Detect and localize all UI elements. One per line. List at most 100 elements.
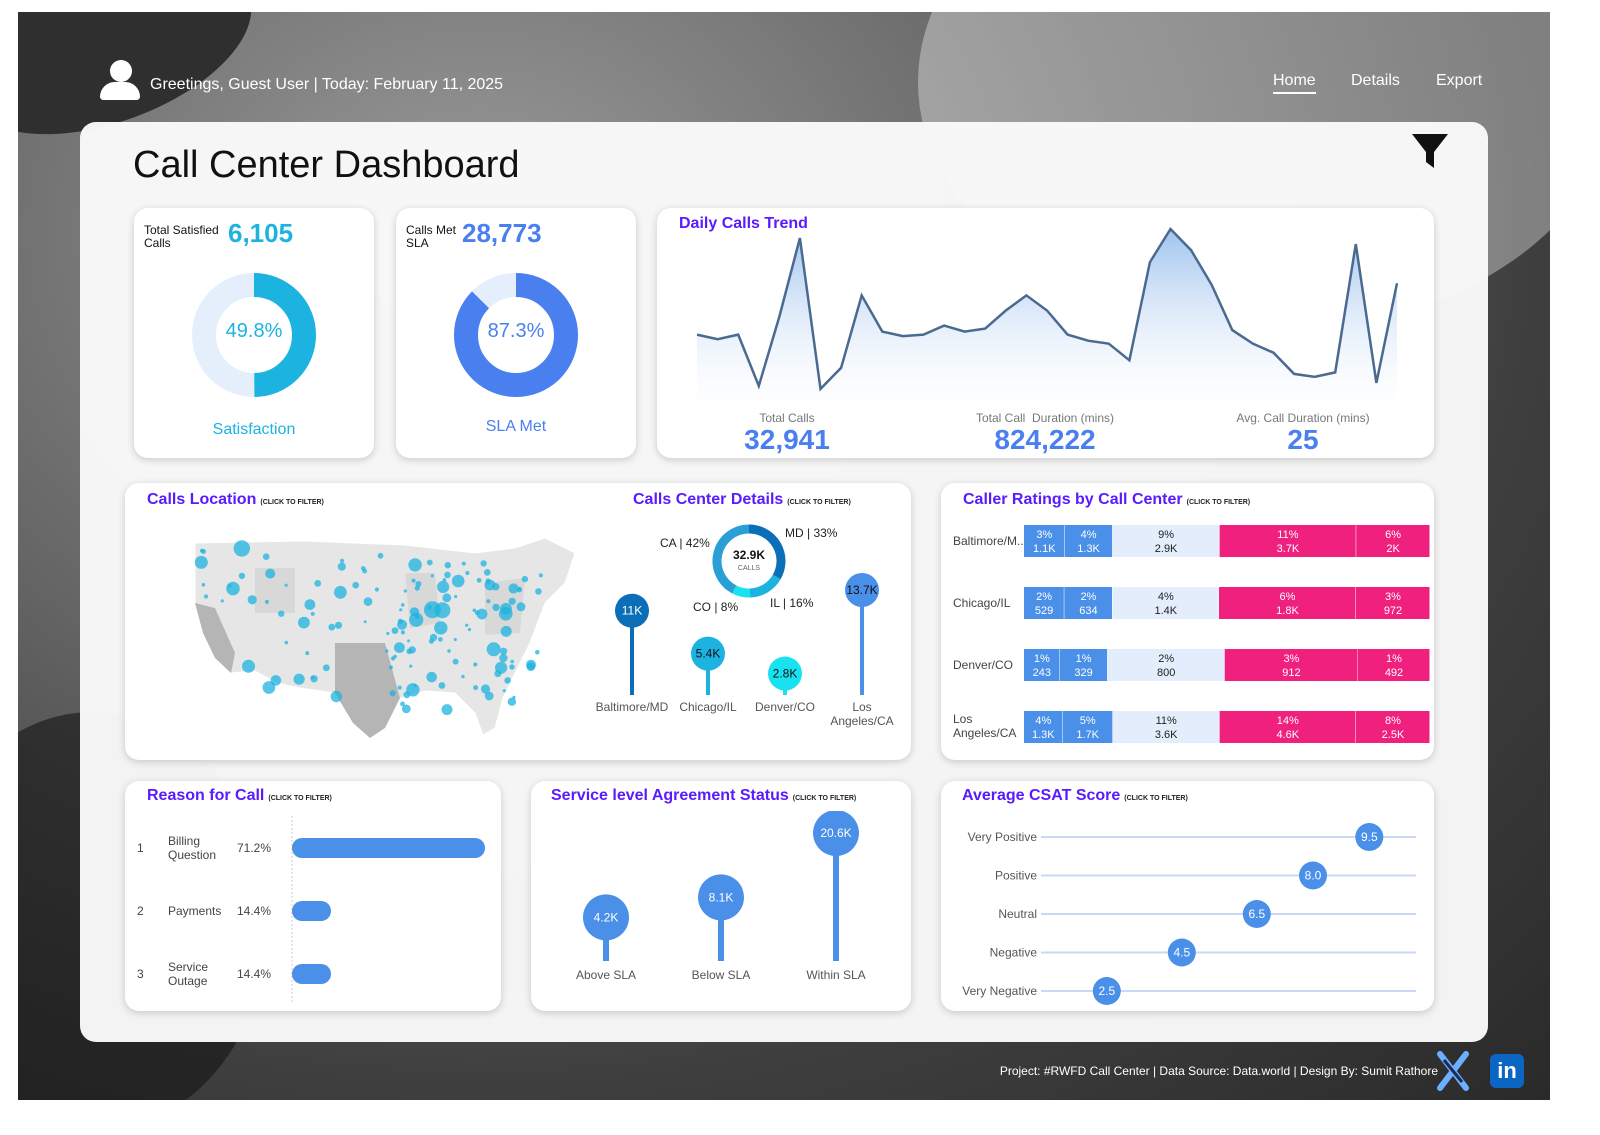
map-dot [334,585,347,599]
page-title: Call Center Dashboard [133,144,520,186]
reason-card[interactable]: Reason for Call (CLICK TO FILTER) 1 Billin… [125,781,501,1011]
map-dot [500,602,512,615]
reason-name: Outage [168,974,208,988]
sla-status-chart[interactable]: 4.2K Above SLA 8.1K Below SLA 20.6K Within SL… [531,811,911,1006]
ratings-card[interactable]: Caller Ratings by Call Center (CLICK TO F… [941,483,1434,760]
map-dot [467,627,472,632]
map-dot [504,677,511,684]
lollipop-label: Chicago/IL [679,700,737,714]
map-dot [363,620,367,624]
map-dot [201,583,206,587]
trend-area [697,229,1397,418]
rating-count: 2K [1386,543,1400,555]
rating-count: 1.7K [1076,729,1099,741]
csat-label: Very Positive [968,830,1038,844]
map-dot [247,595,257,605]
map-dot [535,650,540,655]
rating-segment [1112,525,1220,557]
daily-trend-card[interactable]: Daily Calls Trend Total Calls 32,941 Tot… [657,208,1434,458]
map-state-region [255,568,295,613]
map-dot [411,578,416,583]
map-dot [407,639,411,643]
rating-count: 3.7K [1277,543,1300,555]
map-dot [438,682,446,689]
us-map[interactable] [185,523,585,743]
donut-sub: CALLS [738,565,761,572]
dashboard-panel: Call Center Dashboard Total Satisfied Ca… [80,122,1488,1042]
rating-segment [1024,649,1059,681]
map-dot [437,580,450,593]
rating-pct: 11% [1156,715,1177,727]
map-dot [391,627,399,634]
map-dot [454,594,458,599]
rating-pct: 11% [1277,529,1298,541]
rating-segment [1356,525,1430,557]
linkedin-icon[interactable]: in [1490,1054,1524,1088]
sla-head [698,874,744,921]
map-dot [465,623,469,627]
csat-card[interactable]: Average CSAT Score (CLICK TO FILTER) Very… [941,781,1434,1011]
map-dot [415,615,420,619]
lollipop-label: Denver/CO [755,700,815,714]
map-dot [538,573,543,578]
sla-value: 20.6K [820,826,851,840]
map-dot [461,674,465,679]
map-dot [415,581,422,587]
map-dot [483,569,491,576]
filter-icon[interactable] [1410,130,1450,170]
map-dot [508,597,516,605]
lollipop-value: 11K [622,604,642,618]
map-dot [442,578,447,582]
sla-donut [454,273,578,397]
donut-slice-il [749,574,781,598]
sla-name: Above SLA [576,968,636,982]
map-dot [453,637,457,642]
csat-value: 9.5 [1361,830,1378,844]
rating-segment [1024,587,1064,619]
map-dot [377,552,384,559]
satisfaction-card[interactable]: Total Satisfied Calls 6,105 49.8% Satisf… [134,208,374,458]
map-dot [201,549,206,554]
map-dot [322,664,330,672]
csat-chart[interactable]: Very Positive 9.5 Positive 8.0 Neutral 6.5 Neg… [941,811,1434,1006]
centers-chart[interactable]: 32.9K CALLS CA | 42% MD | 33% IL | 16% C… [595,515,905,755]
map-dot [447,649,451,653]
sla-name: Within SLA [806,968,865,982]
lollipop-value: 13.7K [846,583,877,597]
sla-status-card[interactable]: Service level Agreement Status (CLICK TO … [531,781,911,1011]
map-dot [399,608,403,612]
map-dot [284,640,289,645]
map-state-ca [195,603,235,673]
map-dot [409,607,420,617]
rating-count: 1.3K [1077,543,1100,555]
rating-segment [1355,711,1430,743]
nav-details[interactable]: Details [1351,72,1400,89]
reason-rank: 3 [137,967,144,981]
map-dot [226,581,240,596]
sla-card[interactable]: Calls Met SLA 28,773 87.3% SLA Met [396,208,636,458]
nav-export[interactable]: Export [1436,72,1483,89]
rating-count: 4.6K [1276,729,1299,741]
x-logo-icon[interactable] [1436,1050,1470,1092]
map-dot [486,642,501,657]
kpi-total-calls-label: Total Calls [759,411,815,425]
nav-home[interactable]: Home [1273,72,1316,94]
rating-pct: 5% [1080,715,1096,727]
map-dot [374,587,379,592]
rating-segment [1112,711,1220,743]
map-dot [310,675,315,680]
rating-segment [1219,525,1356,557]
lollipop-head [691,636,725,671]
lollipop-label: Baltimore/MD [596,700,669,714]
ratings-chart[interactable]: Baltimore/M.. 3% 1.1K 4% 1.3K 9% 2.9K 11% 3.7K 6%… [941,513,1434,758]
rating-count: 1.4K [1154,605,1177,617]
map-dot [403,589,407,593]
location-card[interactable]: Calls Location (CLICK TO FILTER) Calls Ce… [125,483,911,760]
map-dot [394,642,405,653]
rating-segment [1024,525,1065,557]
trend-chart [696,226,1399,418]
map-dot [400,630,405,635]
map-dot [510,659,514,664]
map-dot [401,704,411,714]
